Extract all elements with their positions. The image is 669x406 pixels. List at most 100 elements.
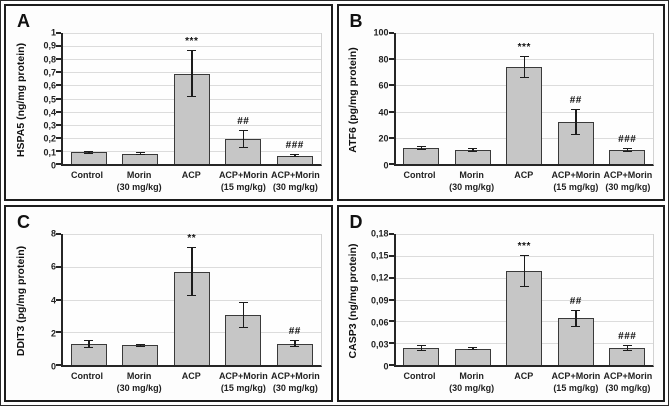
chart-body-a: HSPA5 (ng/mg protein) 1 0,9 0,8 0,7 0,6 0,5 0,4…: [12, 28, 322, 170]
x-category-label: ACP+Morin (15 mg/kg): [217, 166, 269, 196]
x-category-name: Control: [71, 170, 104, 180]
y-tick-labels: 0,18 0,15 0,12 0,09 0,06 0,03 0: [362, 229, 394, 371]
x-axis-spacer: [345, 367, 394, 397]
x-category-label: Morin (30 mg/kg): [446, 166, 498, 196]
y-tick-mark: [56, 233, 61, 235]
y-tick-mark: [388, 254, 394, 257]
y-tick-mark: [388, 32, 394, 34]
x-category-name: Morin: [126, 170, 152, 180]
chart-d: CASP3 (ng/mg protein) 0,18 0,15 0,12 0,09 0,0…: [345, 229, 654, 397]
error-bar: [290, 153, 300, 157]
x-category-label: ACP: [165, 367, 217, 397]
error-bar: [468, 147, 478, 152]
x-category-name: ACP: [514, 371, 534, 381]
x-category-name: ACP+Morin: [218, 371, 268, 381]
y-tick-mark: [56, 45, 61, 48]
y-tick-label: 0,03: [370, 339, 389, 350]
x-category-name: Control: [71, 371, 104, 381]
x-category-dose: (30 mg/kg): [449, 181, 495, 192]
y-tick-label: 0,7: [43, 67, 56, 78]
error-bar: [571, 309, 581, 328]
y-tick-mark: [56, 298, 61, 301]
error-bar: [622, 345, 632, 352]
y-axis-title: HSPA5 (ng/mg protein): [14, 42, 27, 157]
x-category-label: ACP: [498, 166, 550, 196]
y-tick-labels: 1 0,9 0,8 0,7 0,6 0,5 0,4 0,3 0,2 0,1 0: [29, 28, 61, 170]
y-tick-mark: [388, 58, 394, 61]
panel-label-b: B: [349, 11, 363, 31]
significance-marker: ***: [517, 41, 531, 53]
bar-acp-morin: [276, 155, 313, 164]
x-axis-spacer: [12, 367, 61, 397]
y-tick-mark: [388, 233, 394, 235]
panel-label-c: C: [17, 212, 30, 232]
error-bar: [84, 339, 94, 348]
x-category-labels: Control Morin (30 mg/kg) ACP ACP+Morin (15 mg…: [394, 166, 655, 196]
x-category-label: Morin (30 mg/kg): [113, 166, 165, 196]
y-tick-label: 0,1: [43, 147, 56, 158]
x-category-name: ACP+Morin: [271, 170, 320, 180]
panel-c: C DDIT3 (pg/mg protein) 8 6 4 2 0 ** ## Control Mo…: [4, 205, 333, 402]
y-tick-label: 20: [378, 133, 389, 144]
error-bar: [187, 247, 197, 297]
x-category-dose: (30 mg/kg): [605, 181, 651, 192]
x-category-name: Morin: [459, 170, 484, 180]
y-tick-label: 1: [50, 27, 56, 38]
significance-marker: ###: [618, 331, 637, 343]
x-category-dose: (30 mg/kg): [605, 382, 651, 393]
x-category-dose: (30 mg/kg): [272, 382, 318, 393]
chart-body-b: ATF6 (pg/mg protein) 100 80 60 40 20 0 *** ## ###: [345, 28, 654, 170]
x-category-dose: (30 mg/kg): [116, 382, 162, 393]
x-category-name: ACP+Morin: [551, 170, 601, 180]
x-axis-labels-a: Control Morin (30 mg/kg) ACP ACP+Morin (15 mg…: [12, 166, 322, 196]
x-category-name: Control: [403, 371, 436, 381]
bar-acp-morin: [225, 315, 262, 365]
x-category-label: Morin (30 mg/kg): [113, 367, 165, 397]
error-bar: [135, 343, 145, 347]
y-tick-mark: [388, 110, 394, 113]
y-tick-mark: [388, 364, 394, 366]
y-tick-label: 0,15: [370, 250, 389, 261]
y-tick-label: 60: [378, 80, 389, 91]
y-tick-label: 0,4: [43, 107, 56, 118]
error-bar: [187, 50, 197, 98]
chart-c: DDIT3 (pg/mg protein) 8 6 4 2 0 ** ## Control Mor…: [12, 229, 322, 397]
x-category-labels: Control Morin (30 mg/kg) ACP ACP+Morin (15 mg…: [61, 166, 322, 196]
x-category-label: ACP+Morin (30 mg/kg): [602, 166, 654, 196]
y-tick-label: 6: [50, 261, 56, 272]
x-category-label: Control: [61, 166, 113, 196]
y-tick-label: 0,18: [370, 228, 389, 239]
y-tick-mark: [56, 84, 61, 87]
y-tick-label: 4: [50, 295, 56, 305]
error-bar: [571, 109, 581, 136]
error-bar: [135, 152, 145, 156]
y-tick-mark: [56, 149, 61, 152]
y-tick-label: 40: [378, 107, 389, 118]
error-bar: [238, 129, 248, 149]
chart-body-c: DDIT3 (pg/mg protein) 8 6 4 2 0 ** ##: [12, 229, 322, 371]
y-tick-mark: [56, 97, 61, 100]
gridline: [63, 33, 321, 34]
y-axis-title-col: DDIT3 (pg/mg protein): [12, 234, 29, 367]
bar-morin: [454, 149, 491, 164]
error-bar: [416, 146, 426, 151]
x-axis-spacer: [12, 166, 61, 196]
x-category-labels: Control Morin (30 mg/kg) ACP ACP+Morin (15 mg…: [61, 367, 322, 397]
significance-marker: ###: [618, 133, 637, 145]
chart-a: HSPA5 (ng/mg protein) 1 0,9 0,8 0,7 0,6 0,5 0,4…: [12, 28, 322, 196]
panel-b: B ATF6 (pg/mg protein) 100 80 60 40 20 0 *** ## ##…: [336, 4, 665, 201]
significance-marker: ***: [185, 36, 199, 48]
x-category-name: Control: [403, 170, 436, 180]
x-category-label: Morin (30 mg/kg): [446, 367, 498, 397]
x-category-name: ACP+Morin: [271, 371, 320, 381]
y-tick-label: 0: [50, 160, 56, 171]
error-bar: [622, 147, 632, 152]
y-tick-label: 100: [373, 27, 389, 38]
x-category-dose: (30 mg/kg): [116, 181, 162, 192]
bar-acp-morin: [609, 149, 646, 164]
y-axis-title-col: ATF6 (pg/mg protein): [345, 33, 362, 166]
bar-control: [403, 148, 440, 164]
x-category-name: ACP: [181, 371, 201, 381]
x-category-name: Morin: [459, 371, 484, 381]
